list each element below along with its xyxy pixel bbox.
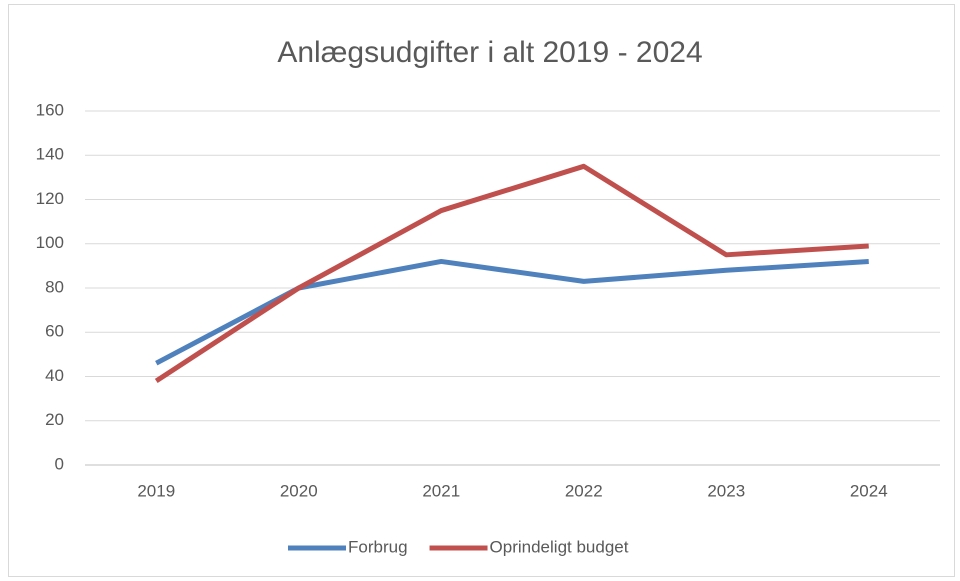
y-tick-label: 0 [55, 454, 64, 473]
y-tick-label: 60 [45, 322, 64, 341]
chart-frame [8, 4, 955, 577]
legend-label: Forbrug [348, 537, 408, 556]
chart-title: Anlægsudgifter i alt 2019 - 2024 [277, 36, 702, 69]
y-tick-label: 100 [36, 233, 64, 252]
y-tick-label: 20 [45, 410, 64, 429]
y-tick-label: 160 [36, 100, 64, 119]
y-tick-label: 140 [36, 145, 64, 164]
y-tick-label: 80 [45, 277, 64, 296]
x-tick-label: 2021 [422, 481, 460, 500]
x-tick-label: 2022 [565, 481, 603, 500]
x-tick-label: 2020 [280, 481, 318, 500]
y-tick-label: 40 [45, 366, 64, 385]
series-line [154, 163, 869, 384]
y-tick-label: 120 [36, 189, 64, 208]
legend-label: Oprindeligt budget [490, 537, 629, 556]
x-tick-label: 2023 [707, 481, 745, 500]
x-tick-label: 2024 [850, 481, 888, 500]
x-tick-label: 2019 [137, 481, 175, 500]
